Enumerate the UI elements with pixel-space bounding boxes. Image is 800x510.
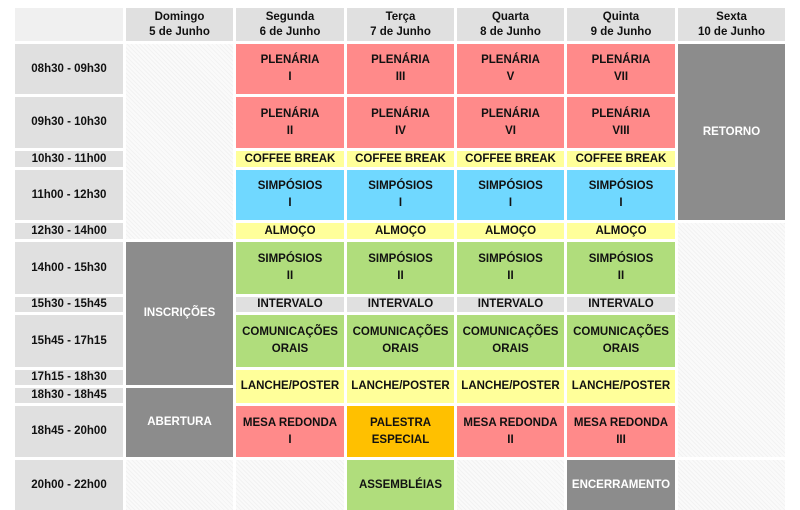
schedule-table: Domingo 5 de Junho Segunda 6 de Junho Terç… (15, 8, 785, 510)
event-comunicacoes-orais: COMUNICAÇÕES ORAIS (347, 315, 454, 367)
event-palestra-especial: PALESTRA ESPECIAL (347, 406, 454, 457)
event-almoco: ALMOÇO (347, 223, 454, 239)
day-date: 5 de Junho (149, 25, 210, 38)
event-intervalo: INTERVALO (236, 297, 344, 312)
day-name: Segunda (265, 10, 315, 23)
time-slot: 09h30 - 10h30 (15, 97, 123, 148)
event-plenaria: PLENÁRIA VI (457, 97, 564, 148)
corner-cell (15, 8, 123, 41)
empty-cell (678, 460, 785, 510)
day-name: Quarta (491, 10, 530, 23)
event-plenaria: PLENÁRIA IV (347, 97, 454, 148)
day-header: Quarta 8 de Junho (457, 8, 564, 41)
event-simposios: SIMPÓSIOS I (347, 170, 454, 220)
time-slot: 11h00 - 12h30 (15, 170, 123, 220)
event-plenaria: PLENÁRIA VII (567, 44, 675, 94)
event-plenaria: PLENÁRIA III (347, 44, 454, 94)
day-name: Sexta (716, 10, 747, 23)
event-coffee-break: COFFEE BREAK (457, 151, 564, 167)
empty-cell (678, 223, 785, 457)
event-mesa-redonda: MESA REDONDA II (457, 406, 564, 457)
empty-cell (457, 460, 564, 510)
day-name: Domingo (154, 10, 205, 23)
event-coffee-break: COFFEE BREAK (567, 151, 675, 167)
day-name: Terça (385, 10, 416, 23)
event-almoco: ALMOÇO (236, 223, 344, 239)
time-slot: 14h00 - 15h30 (15, 242, 123, 294)
event-simposios: SIMPÓSIOS II (457, 242, 564, 294)
time-slot: 10h30 - 11h00 (15, 151, 123, 167)
event-assembleias: ASSEMBLÉIAS (347, 460, 454, 510)
day-header: Quinta 9 de Junho (567, 8, 675, 41)
time-slot: 17h15 - 18h30 (15, 370, 123, 385)
day-name: Quinta (602, 10, 640, 23)
time-slot: 18h30 - 18h45 (15, 388, 123, 403)
day-header: Sexta 10 de Junho (678, 8, 785, 41)
event-simposios: SIMPÓSIOS I (457, 170, 564, 220)
event-encerramento: ENCERRAMENTO (567, 460, 675, 510)
event-plenaria: PLENÁRIA VIII (567, 97, 675, 148)
event-mesa-redonda: MESA REDONDA I (236, 406, 344, 457)
event-lanche-poster: LANCHE/POSTER (457, 370, 564, 403)
event-almoco: ALMOÇO (457, 223, 564, 239)
event-intervalo: INTERVALO (457, 297, 564, 312)
time-slot: 08h30 - 09h30 (15, 44, 123, 94)
event-comunicacoes-orais: COMUNICAÇÕES ORAIS (567, 315, 675, 367)
event-retorno: RETORNO (678, 44, 785, 220)
event-almoco: ALMOÇO (567, 223, 675, 239)
event-lanche-poster: LANCHE/POSTER (236, 370, 344, 403)
event-lanche-poster: LANCHE/POSTER (347, 370, 454, 403)
day-date: 8 de Junho (480, 25, 541, 38)
time-slot: 12h30 - 14h00 (15, 223, 123, 239)
day-header: Segunda 6 de Junho (236, 8, 344, 41)
event-mesa-redonda: MESA REDONDA III (567, 406, 675, 457)
event-plenaria: PLENÁRIA V (457, 44, 564, 94)
event-comunicacoes-orais: COMUNICAÇÕES ORAIS (457, 315, 564, 367)
event-simposios: SIMPÓSIOS II (347, 242, 454, 294)
time-slot: 15h45 - 17h15 (15, 315, 123, 367)
day-header: Terça 7 de Junho (347, 8, 454, 41)
event-simposios: SIMPÓSIOS II (236, 242, 344, 294)
event-abertura: ABERTURA (126, 388, 233, 457)
time-slot: 15h30 - 15h45 (15, 297, 123, 312)
event-coffee-break: COFFEE BREAK (347, 151, 454, 167)
event-simposios: SIMPÓSIOS I (236, 170, 344, 220)
event-comunicacoes-orais: COMUNICAÇÕES ORAIS (236, 315, 344, 367)
empty-cell (236, 460, 344, 510)
day-date: 7 de Junho (370, 25, 431, 38)
time-slot: 20h00 - 22h00 (15, 460, 123, 510)
event-simposios: SIMPÓSIOS I (567, 170, 675, 220)
empty-cell (126, 44, 233, 239)
event-coffee-break: COFFEE BREAK (236, 151, 344, 167)
event-intervalo: INTERVALO (567, 297, 675, 312)
event-intervalo: INTERVALO (347, 297, 454, 312)
time-slot: 18h45 - 20h00 (15, 406, 123, 457)
event-plenaria: PLENÁRIA II (236, 97, 344, 148)
event-plenaria: PLENÁRIA I (236, 44, 344, 94)
empty-cell (126, 460, 233, 510)
event-simposios: SIMPÓSIOS II (567, 242, 675, 294)
day-header: Domingo 5 de Junho (126, 8, 233, 41)
day-date: 6 de Junho (259, 25, 321, 38)
day-date: 9 de Junho (590, 25, 652, 38)
event-lanche-poster: LANCHE/POSTER (567, 370, 675, 403)
day-date: 10 de Junho (697, 25, 766, 38)
event-inscricoes: INSCRIÇÕES (126, 242, 233, 385)
